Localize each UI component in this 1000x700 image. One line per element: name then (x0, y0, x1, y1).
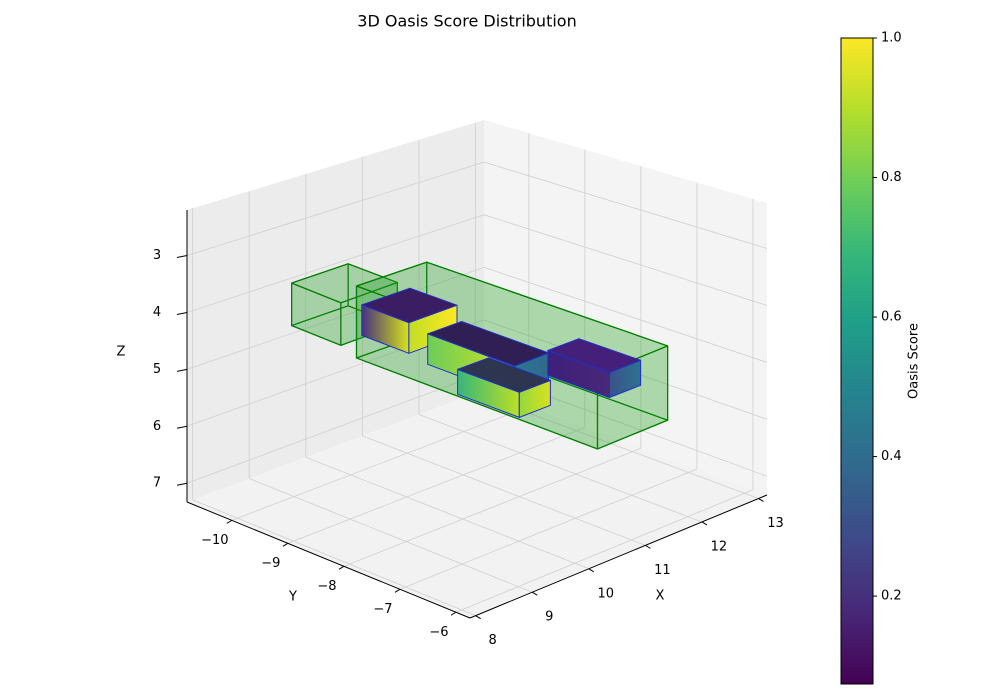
y-tick-label: −9 (261, 556, 280, 571)
grid-line (186, 266, 485, 370)
x-tick (701, 521, 708, 526)
x-tick-label: 11 (654, 563, 671, 578)
y-tick-label: −10 (201, 533, 228, 548)
grid-line (287, 427, 586, 544)
x-tick (758, 498, 764, 502)
x-tick (531, 591, 538, 596)
x-tick (475, 615, 481, 620)
grid-line (231, 406, 529, 521)
z-tick-label: 5 (153, 362, 161, 377)
z-axis-label: Z (117, 345, 126, 360)
x-tick-label: 8 (489, 633, 497, 648)
y-tick-label: −6 (429, 625, 448, 640)
colorbar-tick-label: 0.4 (881, 449, 902, 464)
x-tick-label: 12 (711, 539, 728, 554)
grid-line (186, 372, 485, 484)
y-tick-label: −8 (317, 579, 336, 594)
z-tick (176, 368, 188, 372)
z-tick (176, 425, 188, 429)
y-axis-label: Y (288, 590, 297, 605)
x-axis-line (469, 494, 768, 619)
grid-line (483, 214, 768, 306)
chart-title: 3D Oasis Score Distribution (357, 12, 576, 31)
zone-face (291, 263, 398, 304)
z-tick (176, 311, 188, 315)
x-tick-label: 9 (545, 610, 553, 625)
colorbar-tick-label: 0.6 (881, 310, 902, 325)
y-tick (450, 611, 457, 616)
score-face (457, 357, 551, 393)
grid-line (455, 489, 754, 613)
z-tick-label: 7 (153, 476, 161, 491)
grid-line (305, 456, 589, 570)
colorbar-tick-label: 0.8 (881, 170, 902, 185)
y-tick (394, 588, 401, 593)
x-tick (645, 544, 651, 549)
z-tick (176, 482, 188, 486)
grid-line (418, 414, 703, 523)
right-wall-pane (484, 120, 767, 495)
grid-line (249, 478, 533, 593)
grid-line (483, 266, 768, 363)
z-tick-label: 3 (153, 248, 161, 263)
left-wall-pane (187, 120, 484, 502)
y-tick (338, 565, 345, 570)
grid-line (399, 468, 698, 590)
x-axis-label: X (656, 589, 665, 604)
colorbar-tick-label: 1.0 (881, 31, 902, 46)
colorbar-tick-label: 0.2 (881, 589, 902, 604)
grid-line (186, 161, 485, 256)
score-face (361, 287, 458, 324)
z-tick-label: 4 (153, 305, 161, 320)
colorbar (840, 37, 874, 685)
x-tick-label: 10 (598, 586, 615, 601)
grid-line (483, 161, 768, 249)
y-tick-label: −7 (373, 602, 392, 617)
z-tick-label: 6 (153, 419, 161, 434)
y-axis-line (186, 501, 471, 619)
grid-line (186, 214, 485, 313)
score-face (547, 338, 642, 373)
x-tick (588, 568, 595, 573)
grid-line (192, 499, 476, 617)
x-tick-label: 13 (767, 516, 784, 531)
grid-line (343, 447, 642, 567)
y-tick (282, 542, 289, 547)
colorbar-label: Oasis Score (907, 323, 922, 399)
z-tick (176, 255, 188, 259)
grid-line (362, 435, 646, 546)
y-tick (226, 519, 233, 524)
